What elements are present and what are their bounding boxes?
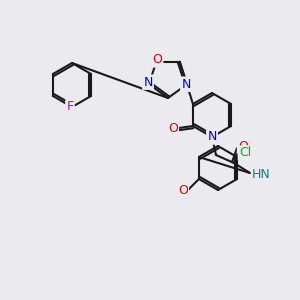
Text: O: O	[168, 122, 178, 134]
Text: O: O	[238, 140, 248, 152]
Text: F: F	[66, 100, 74, 113]
Text: O: O	[152, 53, 162, 66]
Text: N: N	[207, 130, 217, 143]
Text: HN: HN	[252, 169, 271, 182]
Text: N: N	[181, 78, 191, 91]
Text: O: O	[178, 184, 188, 197]
Text: N: N	[143, 76, 153, 89]
Text: Cl: Cl	[239, 146, 251, 160]
